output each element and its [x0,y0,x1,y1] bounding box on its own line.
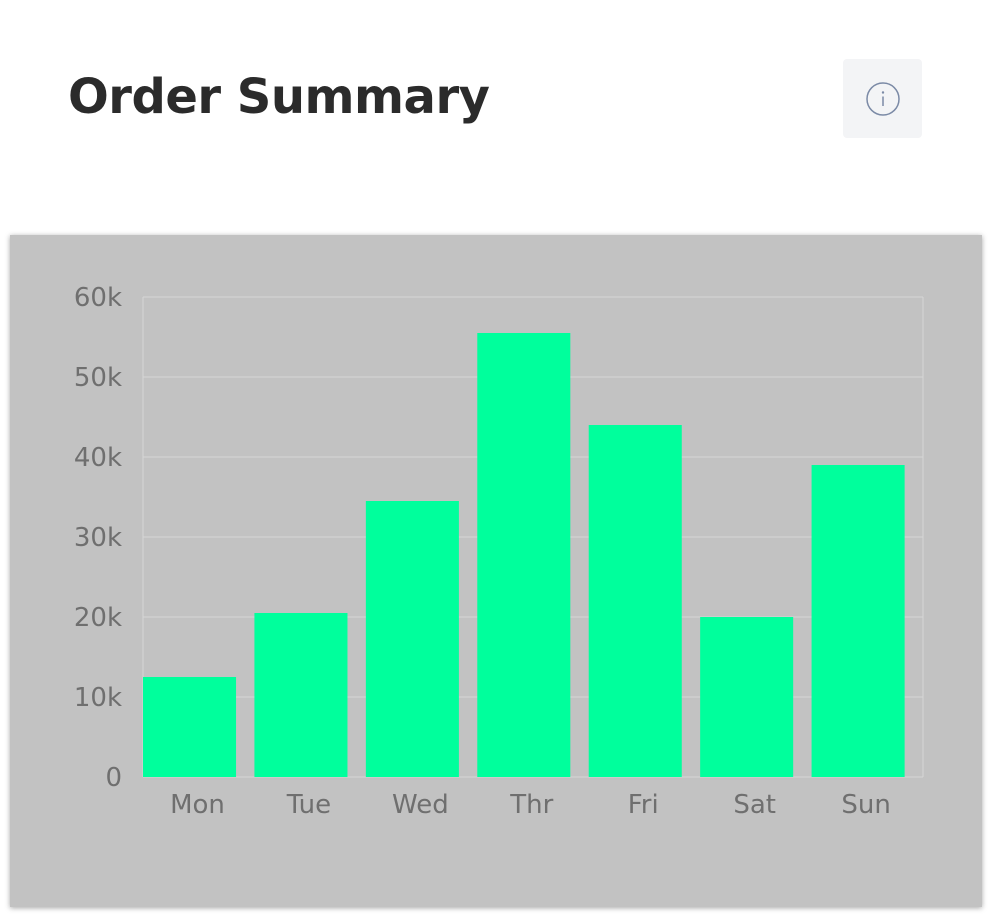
x-tick-label: Fri [628,790,659,820]
x-tick-label: Mon [170,790,225,820]
x-tick-label: Thr [509,790,553,820]
y-tick-label: 50k [74,363,122,393]
info-button[interactable] [843,59,922,138]
info-circle-icon [865,81,900,116]
y-tick-label: 10k [74,683,122,713]
page-title: Order Summary [68,69,490,125]
bar-mon [143,677,237,777]
bar-tue [254,613,348,777]
y-tick-label: 60k [74,283,122,313]
y-tick-label: 20k [74,603,122,633]
x-tick-label: Wed [392,790,449,820]
y-tick-label: 30k [74,523,122,553]
y-tick-label: 0 [105,763,122,793]
x-tick-label: Sun [841,790,890,820]
y-tick-label: 40k [74,443,122,473]
bar-wed [365,501,459,777]
bar-sun [811,465,905,777]
bar-thr [477,333,571,777]
chart-card: 0 10k 20k 30k 40k 50k 60k Mon Tue Wed Thr Fri Sat Sun [10,235,982,907]
bar-fri [588,425,682,777]
bar-chart: 0 10k 20k 30k 40k 50k 60k Mon Tue Wed Thr Fri Sat Sun [74,283,924,820]
x-tick-label: Tue [286,790,331,820]
bar-sat [700,617,794,777]
x-tick-label: Sat [733,790,776,820]
